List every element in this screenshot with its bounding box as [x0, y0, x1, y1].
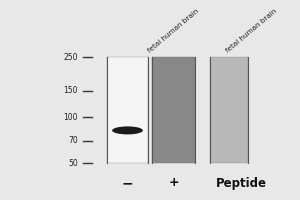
- Text: +: +: [168, 176, 179, 190]
- Text: fetal human brain: fetal human brain: [225, 8, 278, 54]
- Text: 150: 150: [64, 86, 78, 95]
- Text: 100: 100: [64, 113, 78, 122]
- Bar: [152, 57, 195, 163]
- Text: 250: 250: [64, 52, 78, 62]
- Bar: [210, 57, 248, 163]
- Bar: [107, 57, 148, 163]
- Text: Peptide: Peptide: [215, 176, 266, 190]
- Text: 70: 70: [68, 136, 78, 145]
- Ellipse shape: [112, 126, 143, 134]
- Text: −: −: [122, 176, 133, 190]
- Text: 50: 50: [68, 158, 78, 168]
- Text: fetal human brain: fetal human brain: [147, 8, 200, 54]
